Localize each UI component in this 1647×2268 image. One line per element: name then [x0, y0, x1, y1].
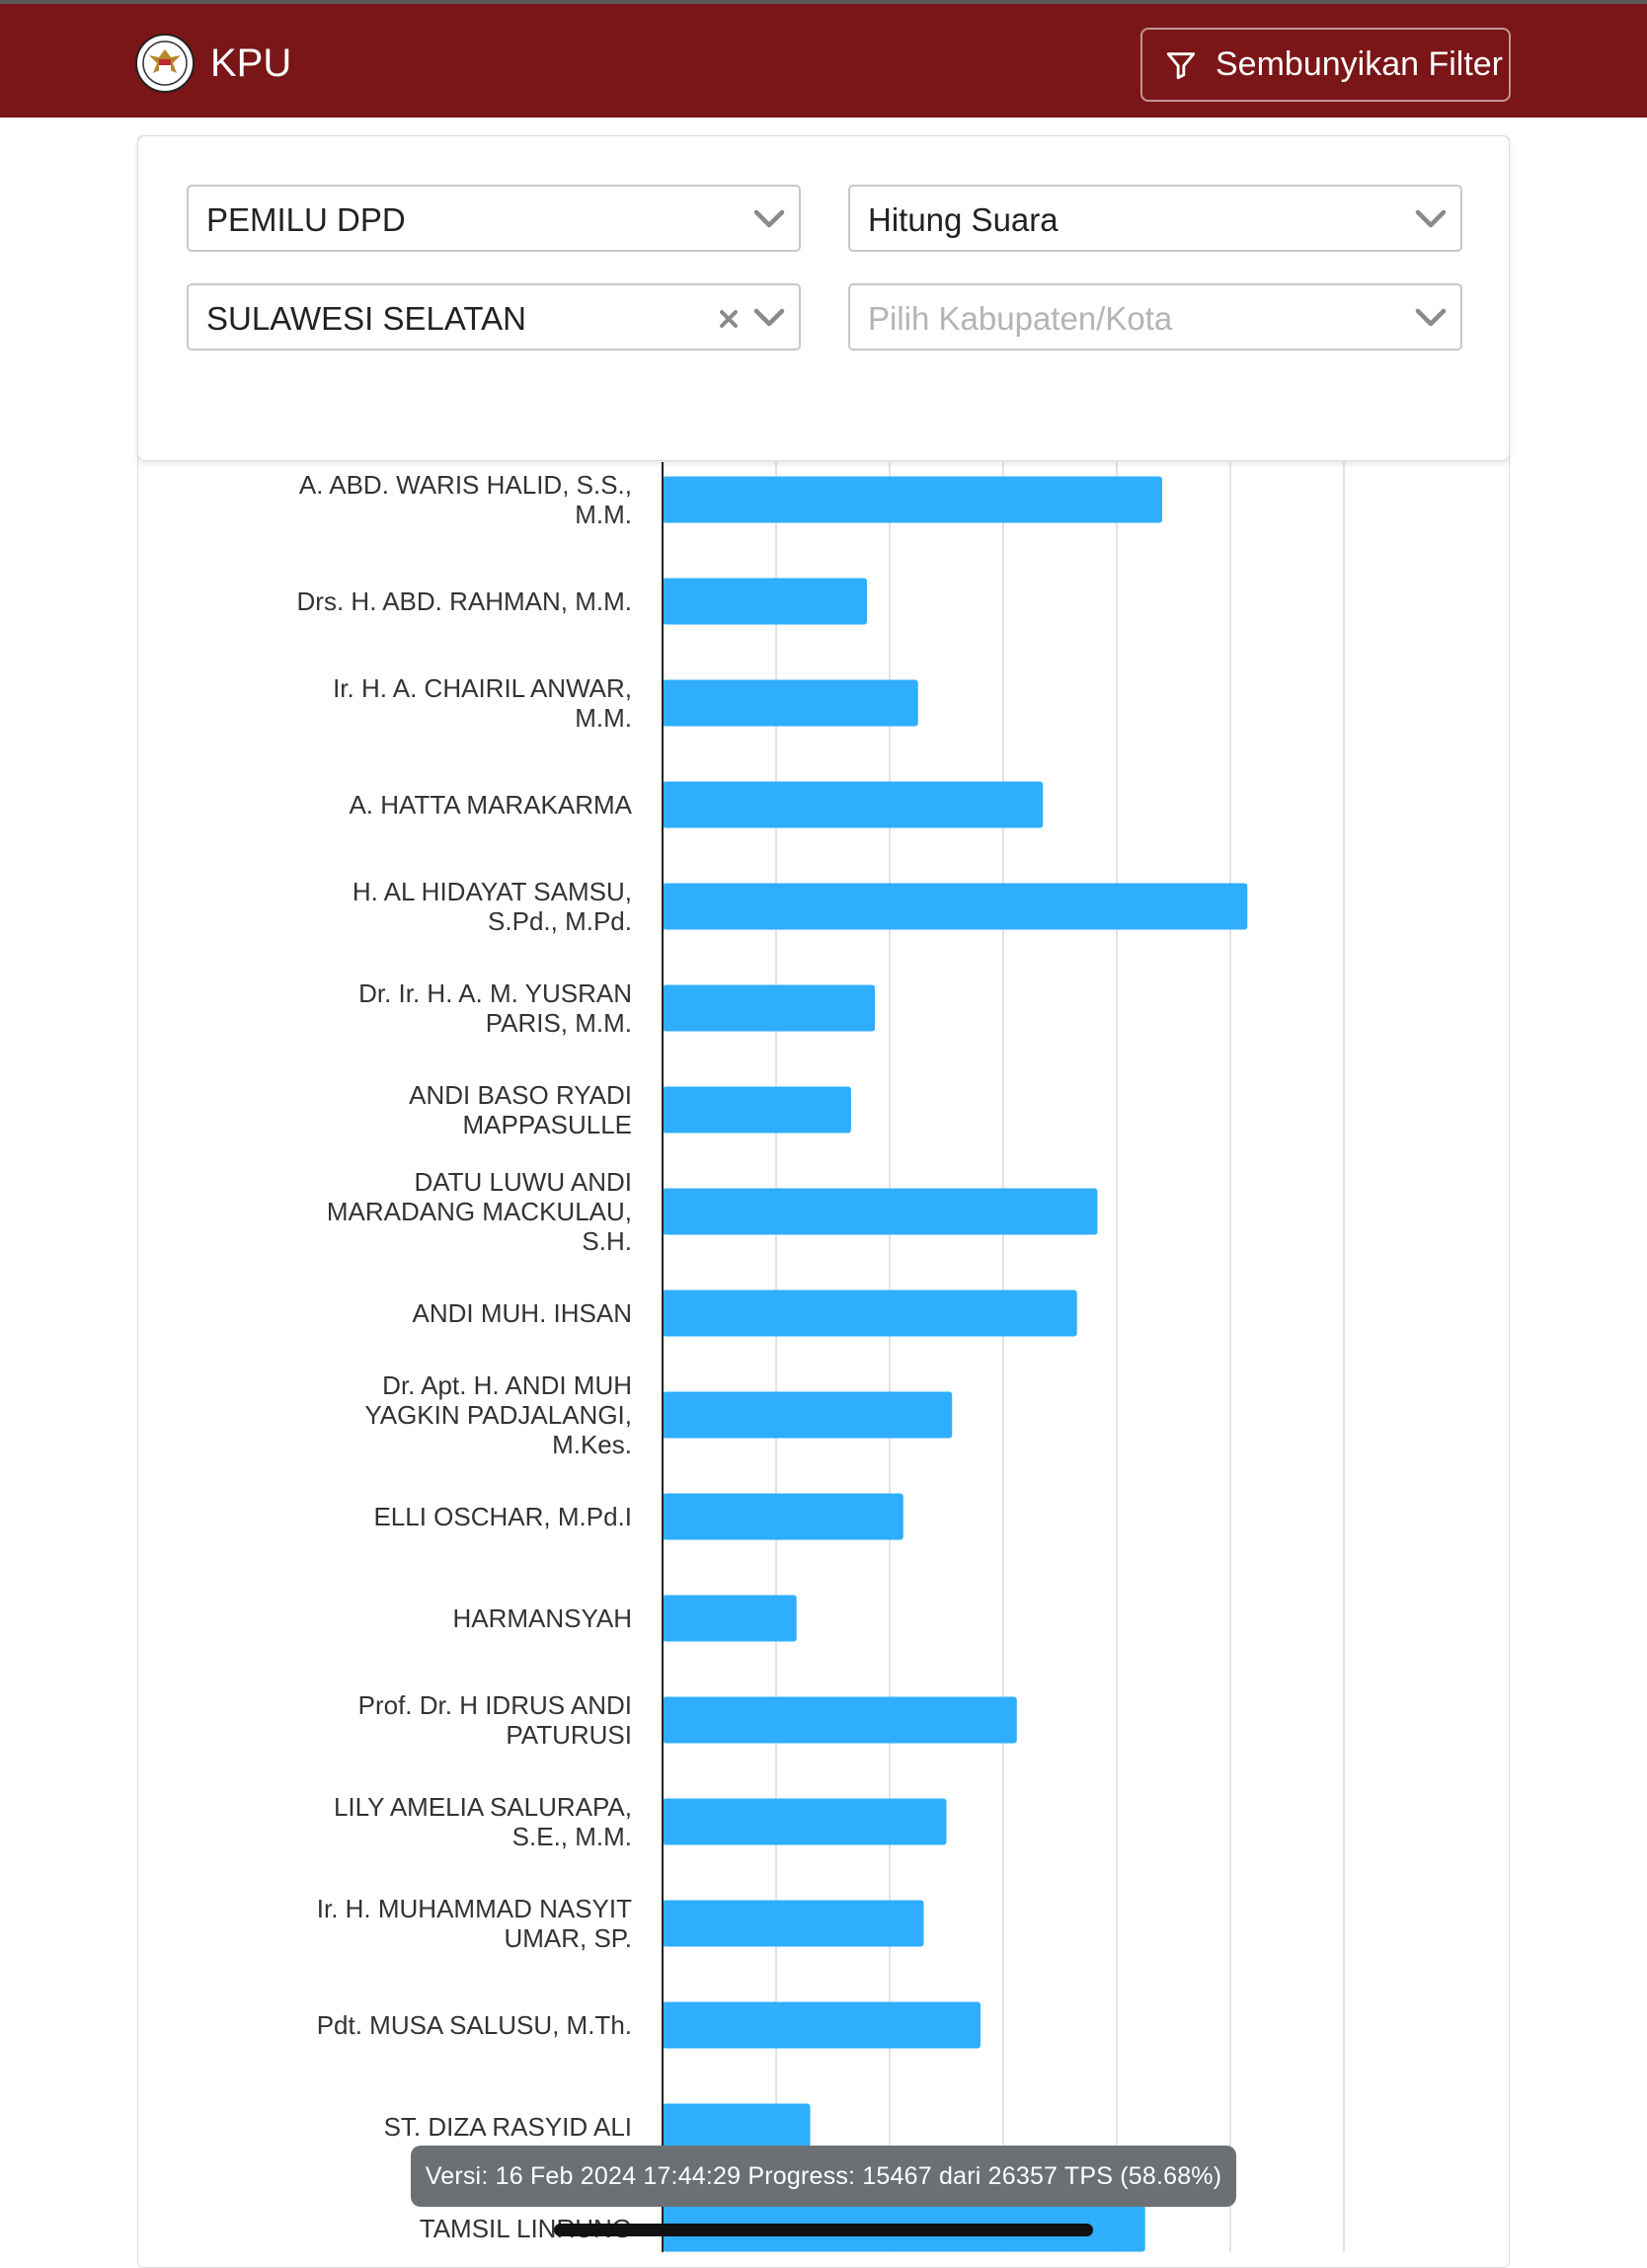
- chevron-down-icon: [753, 308, 785, 327]
- clear-icon[interactable]: [714, 302, 744, 334]
- category-label: Drs. H. ABD. RAHMAN, M.M.: [297, 587, 632, 616]
- category-label: Dr. Ir. H. A. M. YUSRAN PARIS, M.M.: [358, 978, 632, 1038]
- category-label-line: LILY AMELIA SALURAPA,: [334, 1792, 632, 1822]
- category-label: A. HATTA MARAKARMA: [349, 790, 632, 820]
- bar: [663, 1595, 797, 1642]
- bar: [663, 1086, 851, 1134]
- category-label-line: S.Pd., M.Pd.: [488, 906, 632, 936]
- bar: [663, 1798, 947, 1845]
- category-label-line: S.H.: [582, 1226, 632, 1256]
- chevron-down-icon: [1415, 209, 1447, 228]
- bar: [663, 679, 918, 727]
- category-label-line: MARADANG MACKULAU,: [327, 1197, 632, 1226]
- category-label: HARMANSYAH: [452, 1603, 632, 1633]
- category-label-line: Ir. H. A. CHAIRIL ANWAR,: [333, 673, 632, 703]
- regency-select[interactable]: Pilih Kabupaten/Kota: [848, 283, 1462, 351]
- category-label-line: ELLI OSCHAR, M.Pd.I: [373, 1502, 632, 1531]
- version-progress-toast: Versi: 16 Feb 2024 17:44:29 Progress: 15…: [411, 2146, 1236, 2207]
- bar: [663, 578, 867, 625]
- category-label: H. AL HIDAYAT SAMSU, S.Pd., M.Pd.: [353, 877, 632, 936]
- bar: [663, 781, 1044, 828]
- category-label: Ir. H. MUHAMMAD NASYIT UMAR, SP.: [317, 1894, 632, 1953]
- bar: [663, 2103, 811, 2151]
- filter-panel: PEMILU DPD Hitung Suara SULAWESI SELATAN…: [137, 135, 1510, 461]
- category-label-line: HARMANSYAH: [452, 1603, 632, 1633]
- category-label: A. ABD. WARIS HALID, S.S., M.M.: [299, 470, 632, 529]
- regency-select-placeholder: Pilih Kabupaten/Kota: [868, 300, 1173, 337]
- category-label-line: Drs. H. ABD. RAHMAN, M.M.: [297, 587, 632, 616]
- category-label: ANDI MUH. IHSAN: [413, 1298, 632, 1328]
- category-label-line: PATURUSI: [506, 1720, 632, 1750]
- category-label-line: Dr. Ir. H. A. M. YUSRAN: [358, 978, 632, 1008]
- category-label: DATU LUWU ANDI MARADANG MACKULAU, S.H.: [327, 1167, 632, 1256]
- bar: [663, 1290, 1077, 1337]
- category-label-line: H. AL HIDAYAT SAMSU,: [353, 877, 632, 906]
- bar: [663, 1493, 903, 1540]
- province-select[interactable]: SULAWESI SELATAN: [187, 283, 801, 351]
- category-label-line: M.M.: [575, 500, 632, 529]
- category-label-line: ANDI BASO RYADI: [409, 1080, 632, 1110]
- category-label: Dr. Apt. H. ANDI MUH YAGKIN PADJALANGI, M.…: [364, 1370, 632, 1459]
- bar: [663, 2001, 980, 2049]
- hide-filter-button[interactable]: Sembunyikan Filter: [1140, 28, 1511, 102]
- mode-select-value: Hitung Suara: [868, 201, 1059, 238]
- election-select[interactable]: PEMILU DPD: [187, 185, 801, 252]
- category-label: Ir. H. A. CHAIRIL ANWAR, M.M.: [333, 673, 632, 733]
- category-label: Pdt. MUSA SALUSU, M.Th.: [317, 2010, 632, 2040]
- home-indicator[interactable]: [554, 2224, 1093, 2236]
- bar: [663, 1696, 1017, 1744]
- bar: [663, 476, 1162, 523]
- province-select-value: SULAWESI SELATAN: [206, 300, 526, 337]
- bar: [663, 1900, 924, 1947]
- bar: [663, 883, 1248, 930]
- category-label-line: UMAR, SP.: [504, 1923, 632, 1953]
- chevron-down-icon: [1415, 308, 1447, 327]
- category-label-line: Ir. H. MUHAMMAD NASYIT: [317, 1894, 632, 1923]
- category-label: ANDI BASO RYADI MAPPASULLE: [409, 1080, 632, 1139]
- category-label-line: MAPPASULLE: [463, 1110, 632, 1139]
- category-label-line: ST. DIZA RASYID ALI: [384, 2112, 632, 2142]
- category-label-line: Pdt. MUSA SALUSU, M.Th.: [317, 2010, 632, 2040]
- category-label-line: ANDI MUH. IHSAN: [413, 1298, 632, 1328]
- bar: [663, 1391, 953, 1439]
- kpu-logo: [135, 34, 195, 93]
- category-label-line: YAGKIN PADJALANGI,: [364, 1400, 632, 1430]
- chevron-down-icon: [753, 209, 785, 228]
- category-label-line: S.E., M.M.: [512, 1822, 632, 1851]
- category-label: Prof. Dr. H IDRUS ANDI PATURUSI: [358, 1690, 632, 1750]
- filter-icon: [1166, 51, 1196, 79]
- category-label-line: Dr. Apt. H. ANDI MUH: [382, 1370, 632, 1400]
- mode-select[interactable]: Hitung Suara: [848, 185, 1462, 252]
- category-label-line: M.Kes.: [552, 1430, 632, 1459]
- category-label-line: Prof. Dr. H IDRUS ANDI: [358, 1690, 632, 1720]
- category-label: ELLI OSCHAR, M.Pd.I: [373, 1502, 632, 1531]
- bar: [663, 984, 876, 1032]
- brand-title: KPU: [210, 41, 292, 85]
- category-label: ST. DIZA RASYID ALI: [384, 2112, 632, 2142]
- category-label: LILY AMELIA SALURAPA, S.E., M.M.: [334, 1792, 632, 1851]
- category-label-line: DATU LUWU ANDI: [414, 1167, 632, 1197]
- category-label-line: M.M.: [575, 703, 632, 733]
- category-label-line: PARIS, M.M.: [486, 1008, 632, 1038]
- election-select-value: PEMILU DPD: [206, 201, 406, 238]
- hide-filter-label: Sembunyikan Filter: [1216, 45, 1504, 83]
- top-edge: [0, 0, 1647, 4]
- bar: [663, 1188, 1098, 1235]
- app-header: KPU Sembunyikan Filter: [0, 4, 1647, 117]
- category-label-line: A. ABD. WARIS HALID, S.S.,: [299, 470, 632, 500]
- category-label-line: A. HATTA MARAKARMA: [349, 790, 632, 820]
